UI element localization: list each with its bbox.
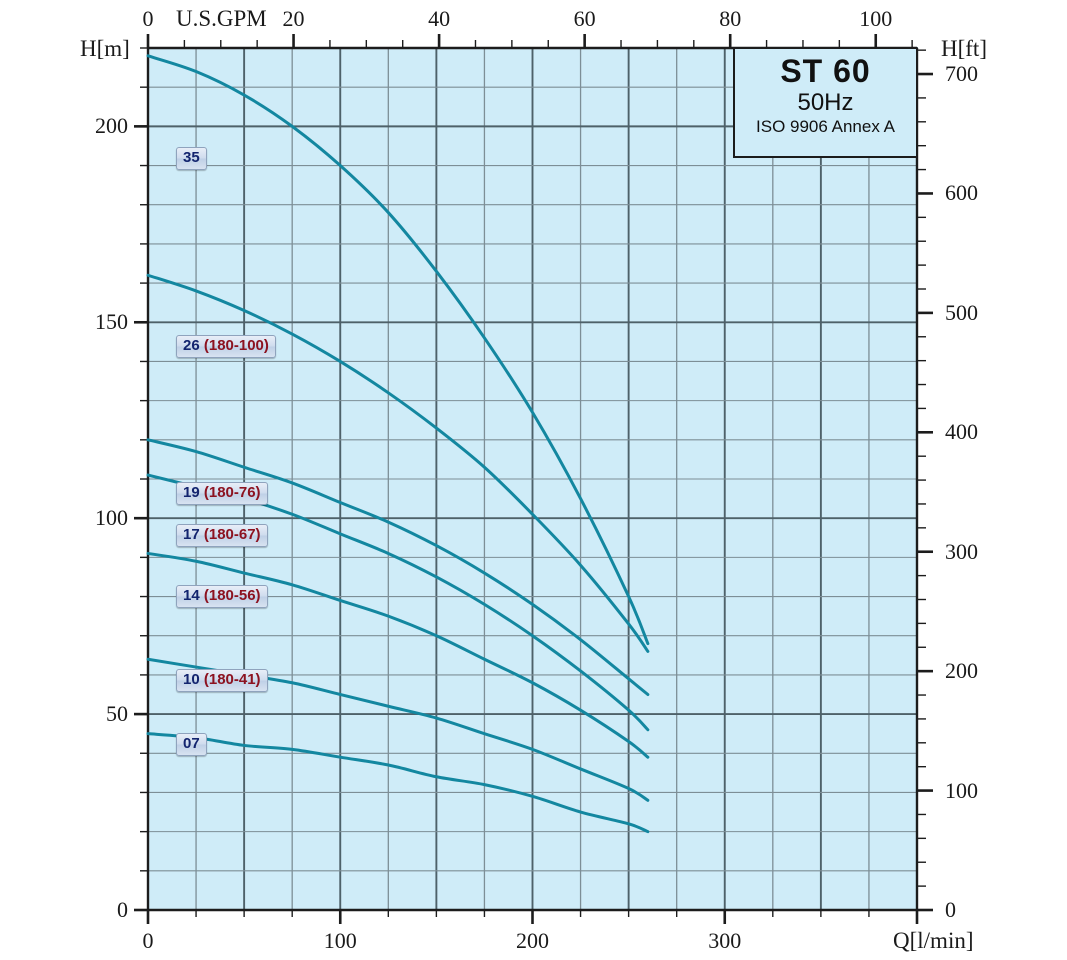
curve-label-number: 26 (183, 337, 200, 354)
bottom-tick-100: 100 (323, 928, 357, 953)
curve-label-number: 10 (183, 671, 200, 688)
curve-label-number: 07 (183, 735, 200, 752)
title-box: ST 60 50Hz ISO 9906 Annex A (733, 49, 916, 158)
curve-label-number: 19 (183, 484, 200, 501)
axis-label-right: H[ft] (941, 36, 987, 61)
curve-14 (146, 551, 650, 759)
right-tick-0: 0 (945, 897, 956, 922)
curve-26 (146, 273, 650, 653)
bottom-tick-300: 300 (708, 928, 742, 953)
left-tick-50: 50 (106, 701, 128, 727)
right-tick-500: 500 (945, 299, 978, 325)
curve-label-26[interactable]: 26 (180-100) (176, 335, 276, 358)
curve-label-35[interactable]: 35 (176, 147, 207, 170)
curve-label-variant: (180-56) (199, 587, 261, 604)
curve-label-variant: (180-41) (199, 671, 261, 688)
curve-19 (146, 438, 650, 696)
curve-35 (146, 54, 650, 646)
right-tick-400: 400 (945, 419, 978, 445)
curve-label-10[interactable]: 10 (180-41) (176, 669, 268, 692)
curve-label-number: 35 (183, 149, 200, 166)
standard-label: ISO 9906 Annex A (756, 117, 895, 137)
right-tick-700: 700 (945, 61, 978, 87)
top-tick-20: 20 (282, 6, 305, 31)
frequency-label: 50Hz (797, 88, 854, 116)
curve-label-14[interactable]: 14 (180-56) (176, 585, 268, 608)
right-tick-200: 200 (945, 658, 978, 684)
curve-label-variant: (180-76) (199, 484, 261, 501)
top-tick-100: 100 (859, 6, 893, 31)
axis-label-bottom: Q[l/min] (893, 928, 974, 953)
top-tick-0: 0 (142, 6, 154, 31)
top-tick-60: 60 (573, 6, 596, 31)
right-tick-600: 600 (945, 180, 978, 206)
curve-label-19[interactable]: 19 (180-76) (176, 482, 268, 505)
curve-label-17[interactable]: 17 (180-67) (176, 524, 268, 547)
curve-label-variant: (180-67) (199, 526, 261, 543)
curve-label-07[interactable]: 07 (176, 733, 207, 756)
top-tick-40: 40 (428, 6, 451, 31)
bottom-tick-0: 0 (142, 928, 154, 953)
axis-ticks (134, 34, 933, 924)
grid-lines (147, 47, 918, 911)
left-tick-150: 150 (95, 309, 128, 335)
right-tick-100: 100 (945, 777, 978, 803)
top-tick-80: 80 (719, 6, 742, 31)
right-tick-300: 300 (945, 538, 978, 564)
curve-07 (146, 732, 650, 834)
left-tick-0: 0 (117, 897, 128, 922)
left-tick-100: 100 (95, 505, 128, 531)
bottom-tick-200: 200 (516, 928, 549, 953)
curve-label-number: 14 (183, 587, 200, 604)
left-tick-200: 200 (95, 113, 128, 139)
performance-curves (146, 54, 650, 834)
axis-label-top: U.S.GPM (176, 6, 267, 31)
curve-label-variant: (180-100) (199, 337, 269, 354)
axis-label-left: H[m] (80, 36, 130, 61)
curve-label-number: 17 (183, 526, 200, 543)
model-name: ST 60 (780, 53, 871, 89)
